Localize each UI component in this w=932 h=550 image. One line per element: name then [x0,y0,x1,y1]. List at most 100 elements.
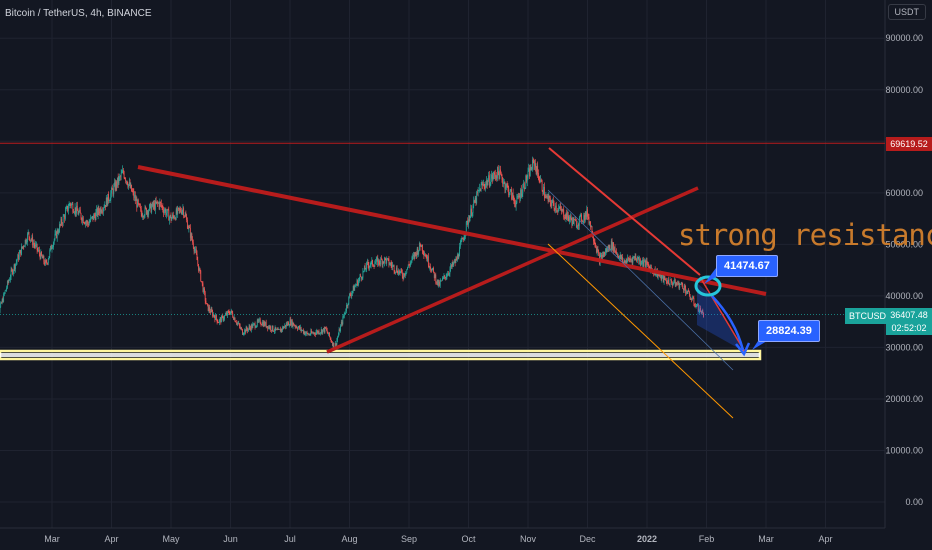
candle-body [82,217,84,223]
candle-body [326,328,327,330]
candle-body [497,167,499,173]
candle-body [213,314,215,317]
candle-body [244,329,246,333]
price-callout-lower[interactable]: 28824.39 [758,320,820,342]
candle-body [604,251,606,255]
candle-body [288,322,289,326]
y-tick-label: 60000.00 [885,188,923,198]
candle-body [443,275,445,278]
candle-body [49,249,51,257]
candle-body [343,313,345,317]
candle-body [279,328,280,330]
candle-body [26,242,28,243]
candle-body [315,332,317,335]
candle-body [166,209,168,214]
candle-body [104,205,106,208]
bar-countdown-tag: 02:52:02 [886,321,932,335]
y-tick-label: 50000.00 [885,239,923,249]
candle-body [53,242,54,247]
candle-body [482,183,484,186]
candle-body [274,327,276,332]
candle-body [129,182,131,188]
currency-unit-button[interactable]: USDT [887,4,926,20]
candle-body [647,263,649,265]
candle-body [123,170,124,173]
candle-body [646,260,648,264]
candle-body [200,270,202,282]
candle-body [85,222,87,223]
candle-body [580,214,582,216]
candle-body [433,271,435,278]
candle-body [407,267,408,270]
candle-body [46,262,48,264]
x-tick-label: Dec [579,534,596,544]
candle-body [1,299,3,304]
candle-body [685,288,687,294]
candle-body [366,262,368,270]
candle-body [369,266,370,268]
descending-trendline [137,165,767,296]
candle-body [95,212,97,221]
candle-body [230,310,232,312]
candle-body [515,202,517,207]
time-axis[interactable]: Mar Apr May Jun Jul Aug Sep Oct Nov Dec 2022 Feb Mar… [44,534,832,544]
candle-body [565,213,567,219]
price-callout-upper[interactable]: 41474.67 [716,255,778,277]
candle-body [665,280,667,283]
candle-body [683,285,685,290]
candle-body [331,341,333,343]
candle-body [555,205,557,211]
candle-body [425,256,427,258]
candle-body [628,257,629,259]
candle-body [229,313,231,315]
candle-body [258,319,260,322]
candle-body [561,208,562,212]
candle-body [401,272,403,277]
candle-body [668,279,669,284]
candle-body [445,276,446,279]
candle-body [339,329,341,332]
candle-body [133,191,135,198]
candle-body [439,281,441,286]
candle-body [154,200,156,210]
candle-body [204,288,205,293]
candle-body [269,326,271,329]
candle-body [323,328,324,330]
candle-body [334,343,336,349]
candle-body [611,240,613,250]
candle-body [313,332,315,334]
candle-body [360,275,362,277]
strong-resistance-annotation[interactable]: strong resistance [678,218,932,252]
candle-body [659,274,661,276]
candle-body [105,197,107,207]
candle-body [644,260,646,262]
candle-body [581,221,583,223]
candle-body [466,220,468,223]
candle-body [463,237,465,241]
candle-body [688,289,690,292]
candle-body [212,311,214,317]
candle-body [320,332,321,334]
candle-body [378,259,379,266]
candle-body [640,263,642,265]
candle-body [513,197,515,200]
candle-body [285,323,287,327]
candle-body [271,325,273,331]
candle-body [558,208,559,212]
candle-body [386,258,388,264]
candle-body [436,279,438,283]
candle-body [478,190,480,192]
candle-body [573,219,575,224]
x-tick-label: Oct [461,534,476,544]
candle-body [27,233,28,243]
candle-body [101,211,103,213]
candle-body [265,322,266,326]
candle-body [588,217,590,224]
candle-body [424,254,426,256]
candle-body [695,305,697,308]
candle-body [688,291,690,296]
candle-body [159,201,161,207]
candle-body [514,199,516,204]
candle-body [131,184,132,192]
